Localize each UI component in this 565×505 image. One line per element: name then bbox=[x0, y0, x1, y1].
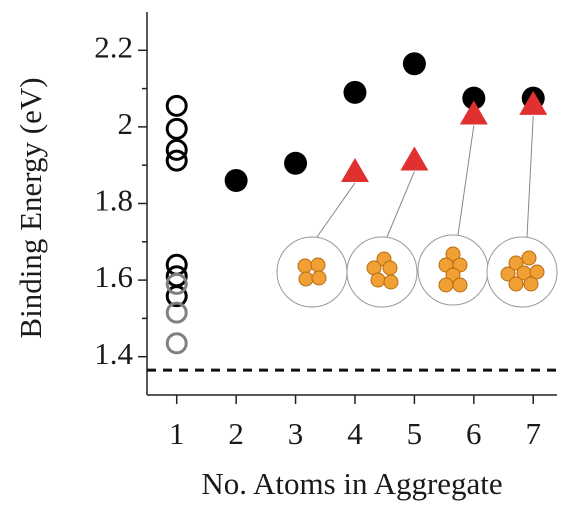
y-tick-label: 1.6 bbox=[94, 259, 133, 294]
x-tick-label: 7 bbox=[525, 416, 541, 451]
atom bbox=[438, 277, 454, 293]
atom bbox=[523, 276, 539, 292]
atom bbox=[298, 271, 314, 287]
inset-connector bbox=[316, 182, 356, 238]
atom bbox=[500, 266, 516, 282]
open-circle-point bbox=[165, 117, 188, 140]
atom bbox=[382, 260, 398, 276]
y-tick-label: 1.4 bbox=[94, 336, 133, 371]
filled-circle-point bbox=[402, 52, 426, 76]
open-circle-point bbox=[165, 94, 188, 117]
open-circle-point bbox=[165, 272, 188, 295]
filled-circle-point bbox=[462, 86, 486, 110]
atom bbox=[311, 270, 327, 286]
open-circle-point bbox=[165, 138, 188, 161]
x-tick-label: 6 bbox=[466, 416, 482, 451]
open-circle-point bbox=[165, 301, 188, 324]
triangle-point bbox=[400, 146, 429, 171]
inset-connector bbox=[386, 171, 415, 238]
inset-circle bbox=[276, 236, 348, 308]
inset-connector bbox=[457, 125, 475, 236]
x-tick-label: 1 bbox=[169, 416, 185, 451]
atom bbox=[310, 257, 326, 273]
x-axis-label: No. Atoms in Aggregate bbox=[201, 466, 502, 501]
atom bbox=[370, 272, 386, 288]
filled-circle-point bbox=[224, 169, 248, 193]
x-tick-label: 4 bbox=[347, 416, 363, 451]
x-tick-label: 3 bbox=[288, 416, 304, 451]
open-circle-point bbox=[165, 149, 188, 172]
y-tick-label: 2 bbox=[118, 106, 134, 141]
atom bbox=[452, 277, 468, 293]
triangle-point bbox=[459, 100, 488, 125]
x-tick-label: 2 bbox=[228, 416, 244, 451]
atom bbox=[383, 274, 399, 290]
y-tick-label: 2.2 bbox=[94, 29, 133, 64]
cluster-insets bbox=[276, 115, 558, 308]
atom bbox=[445, 246, 461, 262]
filled-circle-point bbox=[343, 80, 367, 104]
open-circle-point bbox=[165, 332, 188, 355]
y-tick-label: 1.8 bbox=[94, 183, 133, 218]
atom bbox=[529, 264, 545, 280]
atom bbox=[521, 250, 537, 266]
atom bbox=[508, 255, 524, 271]
y-axis-label: Binding Energy (eV) bbox=[13, 77, 48, 338]
inset-connector bbox=[526, 115, 534, 238]
triangle-point bbox=[519, 90, 548, 115]
atom bbox=[297, 258, 313, 274]
triangle-point bbox=[340, 157, 369, 182]
open-circle-point bbox=[165, 285, 188, 308]
atom bbox=[508, 276, 524, 292]
inset-circle bbox=[346, 236, 418, 308]
filled-circle-point bbox=[284, 151, 308, 175]
x-tick-label: 5 bbox=[407, 416, 423, 451]
